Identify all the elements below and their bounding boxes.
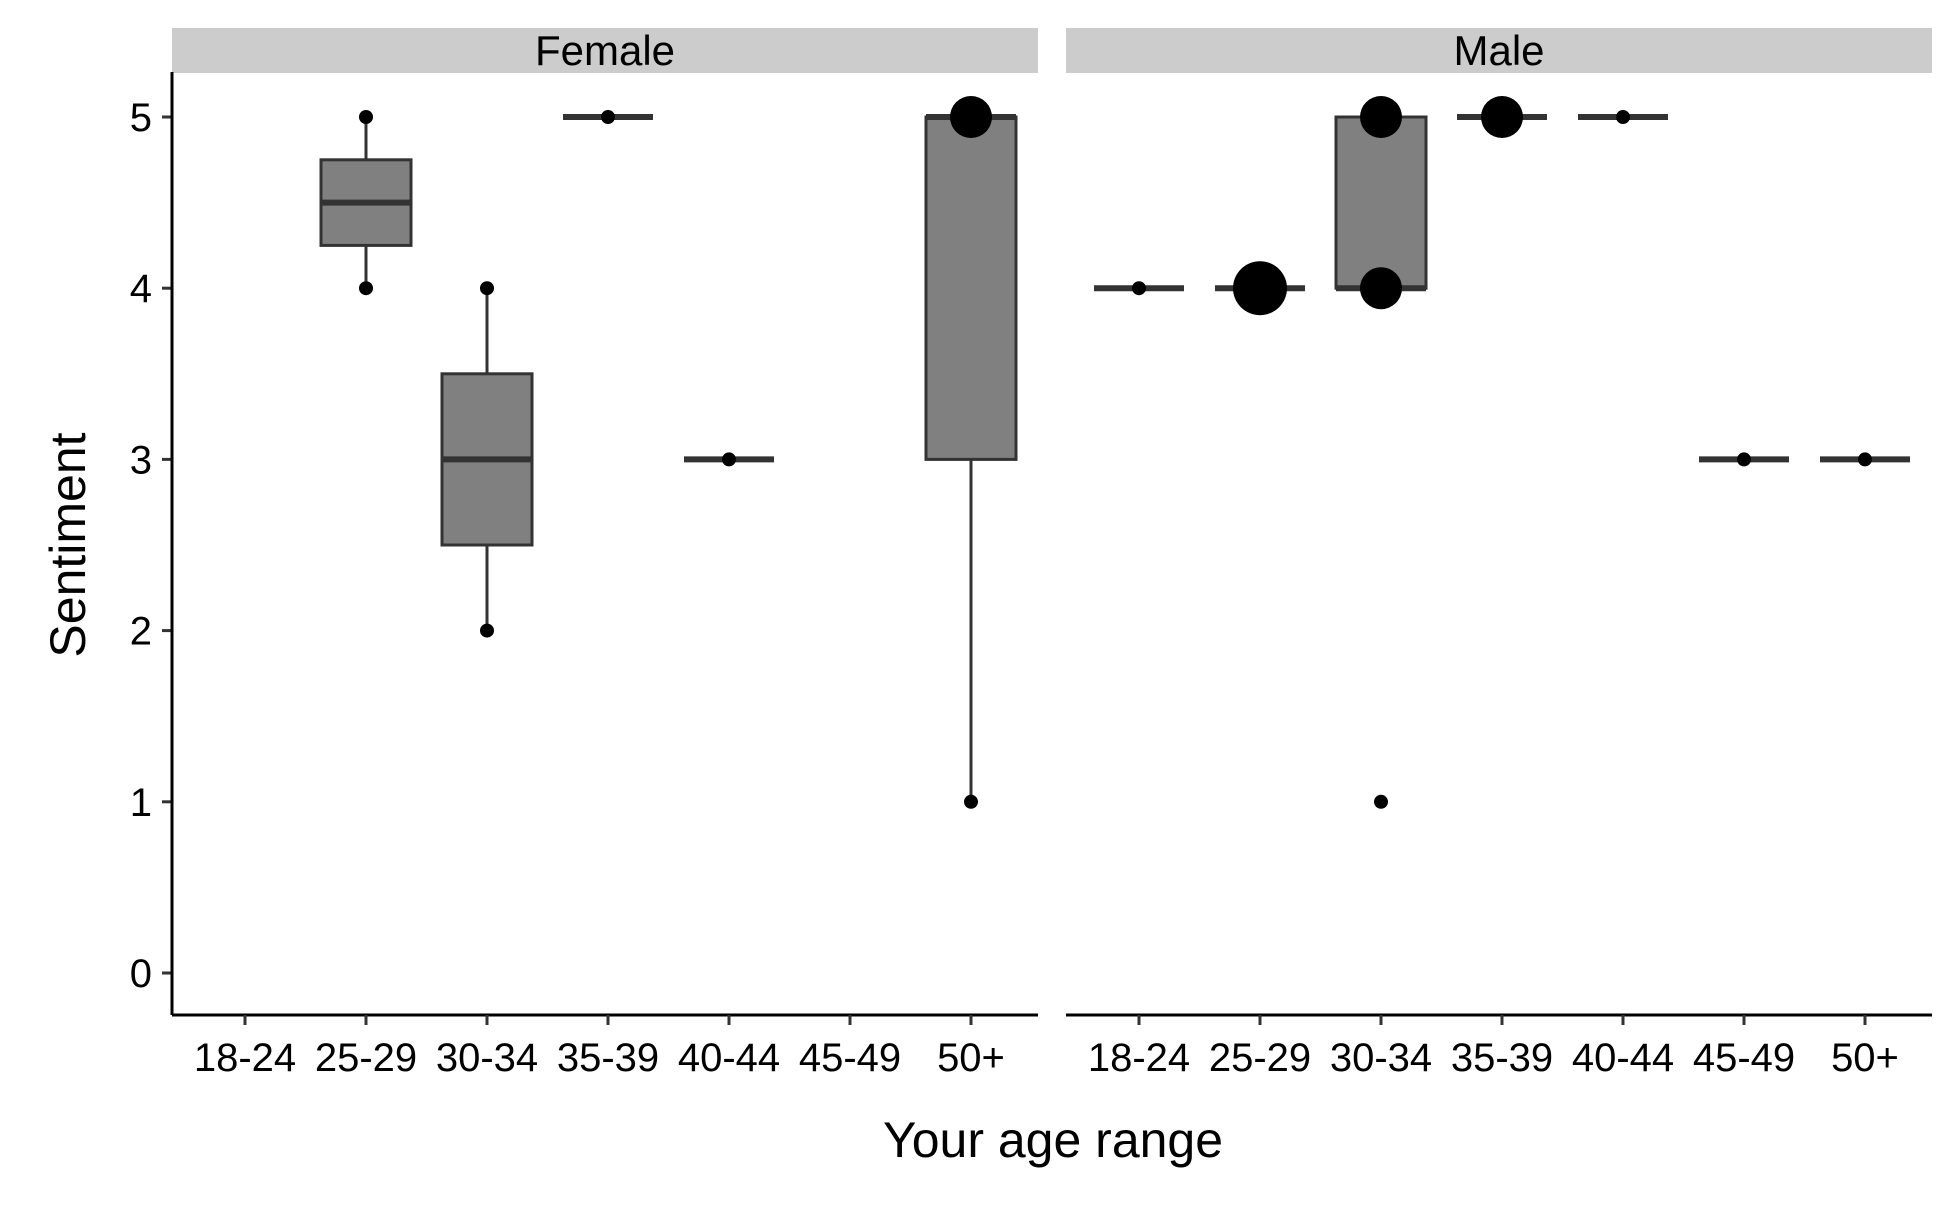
y-tick-label: 5 xyxy=(130,96,152,140)
facet-strip-label: Male xyxy=(1453,27,1544,74)
x-tick-label: 50+ xyxy=(937,1036,1005,1080)
facet-strip-label: Female xyxy=(535,27,675,74)
x-tick-label: 30-34 xyxy=(436,1036,538,1080)
data-point xyxy=(480,623,494,638)
box-25-29 xyxy=(319,117,413,289)
data-point xyxy=(1360,96,1402,138)
x-tick-label: 45-49 xyxy=(1693,1036,1795,1080)
y-tick-label: 1 xyxy=(130,781,152,825)
data-point xyxy=(1233,261,1287,316)
y-tick-label: 4 xyxy=(130,267,152,311)
x-tick-label: 50+ xyxy=(1831,1036,1899,1080)
y-tick-label: 2 xyxy=(130,610,152,654)
x-tick-label: 18-24 xyxy=(194,1036,296,1080)
box-30-34 xyxy=(440,288,534,631)
box-30-34 xyxy=(1334,115,1428,292)
x-tick-label: 25-29 xyxy=(315,1036,417,1080)
facet-panel-male: Male 18-24 25-29 30-34 35-39 40-44 45-49 50+ xyxy=(1066,27,1932,1080)
x-tick-label: 40-44 xyxy=(678,1036,780,1080)
y-tick-label: 3 xyxy=(130,438,152,482)
data-point xyxy=(480,281,494,296)
data-point xyxy=(1616,110,1630,124)
x-tick-label: 45-49 xyxy=(799,1036,901,1080)
x-tick-label: 40-44 xyxy=(1572,1036,1674,1080)
facet-strip xyxy=(1066,28,1932,73)
box-body xyxy=(1334,115,1428,290)
data-point xyxy=(1481,96,1523,138)
data-point xyxy=(1858,452,1872,467)
x-axis-title: Your age range xyxy=(883,1112,1223,1168)
x-tick-label: 35-39 xyxy=(557,1036,659,1080)
x-tick-label: 30-34 xyxy=(1330,1036,1432,1080)
data-point xyxy=(1360,267,1402,310)
y-axis-title: Sentiment xyxy=(40,432,96,657)
data-point xyxy=(1737,452,1751,467)
x-tick-label: 18-24 xyxy=(1088,1036,1190,1080)
x-tick-label: 35-39 xyxy=(1451,1036,1553,1080)
box-body xyxy=(924,115,1018,461)
facet-strip xyxy=(172,28,1038,73)
data-point xyxy=(950,96,992,138)
facet-panel-female: Female 18-24 25-29 30-34 35-39 40-44 45-49 50+ xyxy=(172,27,1038,1080)
data-point xyxy=(722,452,736,467)
y-tick-label: 0 xyxy=(130,952,152,996)
data-point xyxy=(964,794,978,809)
data-point xyxy=(601,110,615,124)
data-point xyxy=(1132,281,1146,296)
data-point xyxy=(359,110,373,124)
x-tick-label: 25-29 xyxy=(1209,1036,1311,1080)
data-point xyxy=(359,281,373,296)
y-axis: 0 1 2 3 4 5 xyxy=(130,72,174,1015)
data-point xyxy=(1374,794,1388,809)
box-50+ xyxy=(924,114,1018,802)
